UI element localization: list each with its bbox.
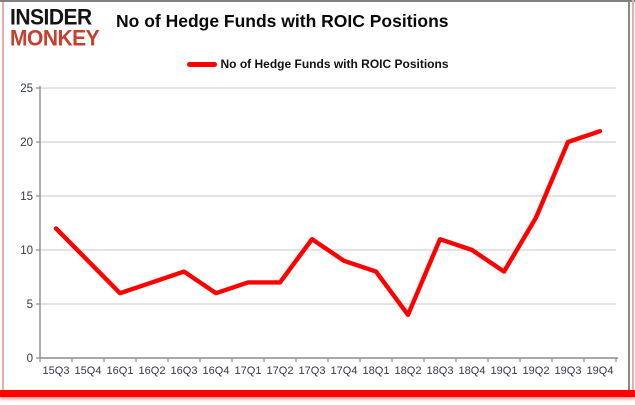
y-axis-label: 5 — [27, 299, 33, 311]
x-axis-label: 16Q1 — [107, 365, 134, 377]
x-axis-label: 17Q3 — [299, 365, 326, 377]
chart-title: No of Hedge Funds with ROIC Positions — [116, 11, 449, 31]
frame-right-inner-border — [628, 2, 630, 390]
legend-line-swatch — [186, 61, 217, 67]
x-axis-label: 16Q4 — [203, 365, 230, 377]
legend: No of Hedge Funds with ROIC Positions — [186, 57, 449, 71]
y-axis-label: 0 — [27, 353, 33, 365]
x-axis-label: 19Q2 — [523, 365, 550, 377]
x-axis-label: 18Q1 — [363, 365, 390, 377]
x-axis-label: 19Q4 — [587, 365, 614, 377]
y-axis-label: 10 — [20, 245, 33, 257]
x-axis-label: 19Q1 — [491, 365, 518, 377]
y-axis-label: 25 — [20, 83, 33, 95]
x-axis-label: 19Q3 — [555, 365, 582, 377]
frame-bottom-red-bar — [0, 390, 635, 397]
series-line — [53, 128, 603, 317]
logo-text-monkey: MONKEY — [10, 26, 100, 51]
frame-right-outer-border — [632, 0, 634, 390]
x-axis-label: 17Q1 — [235, 365, 262, 377]
x-axis-label: 16Q3 — [171, 365, 198, 377]
x-axis-label: 18Q2 — [395, 365, 422, 377]
insider-monkey-logo: INSIDER MONKEY — [10, 5, 100, 51]
y-axis-label: 20 — [20, 137, 33, 149]
frame-top-border — [0, 0, 635, 2]
x-axis-label: 18Q3 — [427, 365, 454, 377]
frame-left-border — [2, 2, 4, 390]
legend-label: No of Hedge Funds with ROIC Positions — [220, 57, 449, 71]
x-axis-label: 17Q4 — [331, 365, 358, 377]
x-axis-label: 16Q2 — [139, 365, 166, 377]
logo-text-insider: INSIDER — [10, 5, 92, 30]
x-axis-label: 15Q3 — [43, 365, 70, 377]
x-axis-label: 17Q2 — [267, 365, 294, 377]
x-axis-label: 18Q4 — [459, 365, 486, 377]
y-axis-label: 15 — [20, 191, 33, 203]
x-axis-label: 15Q4 — [75, 365, 102, 377]
